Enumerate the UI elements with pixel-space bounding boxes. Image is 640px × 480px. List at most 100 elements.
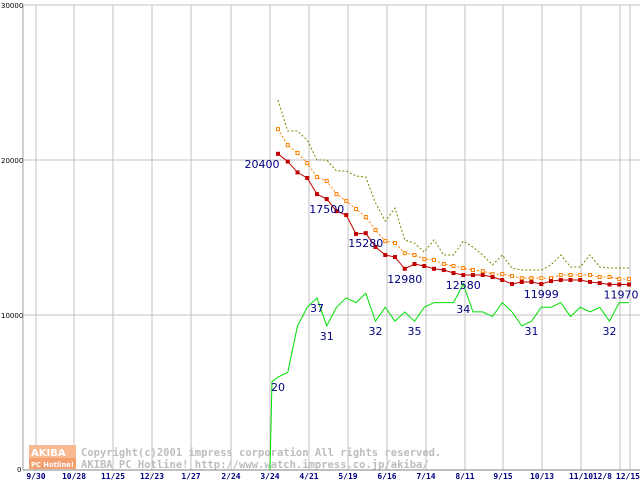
x-tick-label: 8/11	[455, 472, 474, 480]
x-tick-label: 12/23	[140, 472, 164, 480]
data-point	[510, 282, 514, 286]
data-point	[363, 231, 368, 236]
x-tick-label: 2/24	[221, 472, 240, 480]
count-label: 31	[320, 330, 334, 343]
price-label: 12580	[446, 279, 481, 292]
data-point	[480, 273, 485, 278]
data-point	[597, 281, 602, 286]
data-point	[354, 206, 358, 211]
data-point	[471, 268, 475, 273]
data-point	[539, 282, 544, 287]
x-tick-label: 5/19	[338, 472, 357, 480]
data-point	[529, 276, 534, 281]
data-point	[597, 275, 602, 280]
data-point	[354, 231, 358, 236]
count-label: 32	[369, 325, 383, 338]
x-tick-label: 7/14	[416, 472, 435, 480]
series-layer	[36, 99, 631, 471]
data-point	[432, 257, 436, 262]
data-point	[617, 277, 622, 282]
x-tick-label: 3/24	[260, 472, 279, 480]
price-label: 20400	[245, 158, 280, 171]
data-point	[558, 273, 563, 278]
data-point	[295, 151, 300, 156]
data-point	[441, 268, 446, 273]
data-point	[344, 199, 349, 204]
data-point	[607, 282, 612, 287]
count-label: 32	[603, 325, 617, 338]
watermark: AKIBA PC Hotline! Copyright(c)2001 impre…	[29, 445, 441, 471]
x-tick-label: 9/15	[493, 472, 512, 480]
copyright-text: Copyright(c)2001 impress corporation All…	[81, 447, 441, 459]
data-point	[500, 272, 505, 277]
data-point	[451, 270, 456, 275]
data-point	[315, 175, 319, 180]
data-point	[519, 276, 524, 281]
count-label: 20	[271, 381, 285, 394]
data-point	[285, 159, 290, 164]
data-point	[324, 197, 329, 202]
data-point	[412, 262, 417, 267]
site-url-text: AKIBA PC Hotline! http://www.watch.impre…	[81, 459, 429, 471]
data-point	[393, 241, 397, 246]
data-point	[383, 253, 388, 258]
count-label: 31	[525, 325, 539, 338]
data-point	[578, 277, 583, 282]
data-point	[549, 279, 553, 284]
x-tick-label: 4/21	[299, 472, 318, 480]
data-point	[617, 282, 622, 287]
price-label: 11970	[604, 288, 639, 301]
data-point	[578, 273, 583, 278]
data-point	[305, 175, 310, 180]
data-point	[305, 161, 310, 166]
data-point	[500, 277, 505, 282]
x-tick-label: 6/16	[377, 472, 396, 480]
data-point	[383, 239, 388, 244]
price-label: 15280	[348, 237, 383, 250]
data-point	[334, 192, 339, 197]
x-tick-label: 11/10	[569, 472, 593, 480]
data-point	[607, 275, 612, 280]
data-point	[568, 277, 573, 282]
price-label: 17500	[309, 203, 344, 216]
data-point	[471, 273, 475, 278]
data-point	[627, 282, 631, 287]
series-line-max	[277, 99, 629, 271]
x-tick-label: 9/30	[26, 472, 45, 480]
data-point	[393, 255, 397, 260]
data-point	[451, 264, 456, 269]
data-point	[363, 215, 368, 220]
logo-bottom-box	[29, 458, 76, 469]
y-tick-label: 0	[17, 466, 21, 474]
data-point	[276, 151, 280, 156]
x-tick-label: 10/28	[62, 472, 86, 480]
grid	[23, 4, 640, 470]
data-point	[432, 266, 436, 271]
data-point	[568, 273, 573, 278]
y-tick-label: 20000	[1, 157, 23, 165]
data-point	[373, 228, 378, 233]
logo-top-text: AKIBA	[31, 448, 66, 459]
data-point	[373, 244, 378, 249]
data-point	[510, 274, 514, 279]
data-point	[422, 264, 427, 269]
data-point	[480, 269, 485, 274]
y-tick-label: 30000	[1, 2, 23, 10]
x-tick-label: 10/13	[530, 472, 554, 480]
series-line-count	[36, 282, 629, 471]
data-point	[588, 273, 592, 278]
data-point	[422, 257, 427, 262]
data-point	[276, 127, 280, 132]
logo-top-box	[29, 445, 76, 458]
x-tick-label: 12/8	[593, 472, 612, 480]
price-label: 11999	[524, 288, 559, 301]
data-point	[334, 209, 339, 214]
data-point	[461, 266, 466, 271]
price-label: 12980	[387, 273, 422, 286]
data-point	[490, 275, 495, 280]
data-point	[324, 179, 329, 184]
data-point	[558, 277, 563, 282]
data-point	[295, 170, 300, 175]
x-tick-label: 11/25	[101, 472, 125, 480]
